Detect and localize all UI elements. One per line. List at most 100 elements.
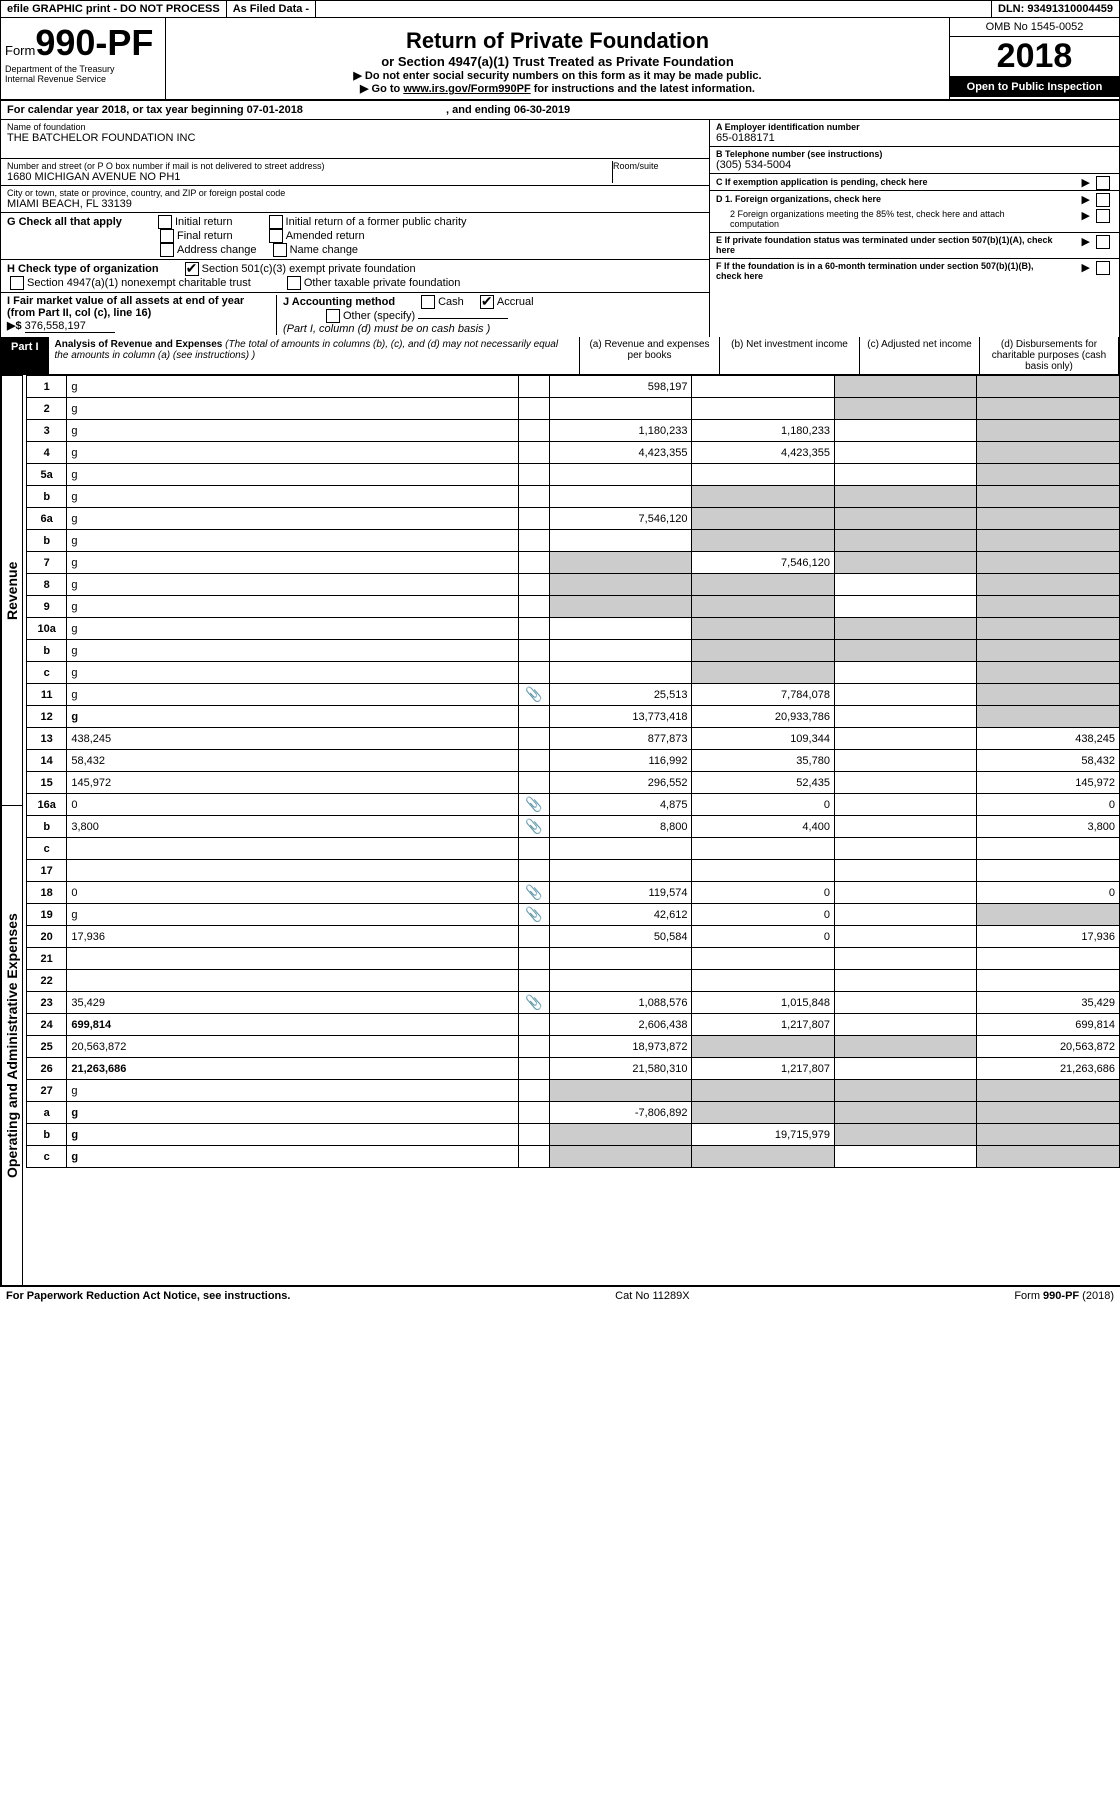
form-number: 990-PF <box>35 22 153 63</box>
form-header: Form990-PF Department of the Treasury In… <box>0 18 1120 101</box>
table-row: 7g7,546,120 <box>27 552 1120 574</box>
row-desc: g <box>67 662 518 684</box>
schedule-icon[interactable]: 📎 <box>525 884 542 900</box>
table-row: 17 <box>27 860 1120 882</box>
form-subtitle: or Section 4947(a)(1) Trust Treated as P… <box>170 54 945 69</box>
table-row: 16a0📎4,87500 <box>27 794 1120 816</box>
row-desc: g <box>67 442 518 464</box>
row-desc: g <box>67 640 518 662</box>
form-ref: Form 990-PF (2018) <box>1014 1290 1114 1302</box>
ein-label: A Employer identification number <box>716 122 1113 132</box>
table-row: 2017,93650,584017,936 <box>27 926 1120 948</box>
asfiled-text: As Filed Data - <box>227 1 316 17</box>
col-a-header: (a) Revenue and expenses per books <box>579 337 719 374</box>
irs-link[interactable]: www.irs.gov/Form990PF <box>403 83 530 95</box>
page-footer: For Paperwork Reduction Act Notice, see … <box>0 1285 1120 1305</box>
501c3-checkbox[interactable] <box>185 262 199 276</box>
table-row: 2g <box>27 398 1120 420</box>
table-row: b3,800📎8,8004,4003,800 <box>27 816 1120 838</box>
table-row: 6ag7,546,120 <box>27 508 1120 530</box>
initial-former-checkbox[interactable] <box>269 215 283 229</box>
form-word: Form <box>5 43 35 58</box>
row-desc: g <box>67 618 518 640</box>
col-d-header: (d) Disbursements for charitable purpose… <box>979 337 1119 374</box>
d2-checkbox[interactable] <box>1096 209 1110 223</box>
row-desc: g <box>67 420 518 442</box>
initial-return-checkbox[interactable] <box>158 215 172 229</box>
schedule-icon[interactable]: 📎 <box>525 906 542 922</box>
other-method-checkbox[interactable] <box>326 309 340 323</box>
table-row: 5ag <box>27 464 1120 486</box>
table-row: 10ag <box>27 618 1120 640</box>
table-row: c <box>27 838 1120 860</box>
part-label: Part I <box>1 337 49 374</box>
j-label: J Accounting method <box>283 296 395 308</box>
other-taxable-checkbox[interactable] <box>287 276 301 290</box>
row-desc: 0 <box>67 882 518 904</box>
efile-text: efile GRAPHIC print - DO NOT PROCESS <box>1 1 227 17</box>
cash-checkbox[interactable] <box>421 295 435 309</box>
efile-header: efile GRAPHIC print - DO NOT PROCESS As … <box>0 0 1120 18</box>
schedule-icon[interactable]: 📎 <box>525 796 542 812</box>
amended-checkbox[interactable] <box>269 229 283 243</box>
part-1-header: Part I Analysis of Revenue and Expenses … <box>0 337 1120 375</box>
row-desc: g <box>67 1146 518 1168</box>
table-row: 3g1,180,2331,180,233 <box>27 420 1120 442</box>
table-row: bg19,715,979 <box>27 1124 1120 1146</box>
c-checkbox[interactable] <box>1096 176 1110 190</box>
row-desc <box>67 970 518 992</box>
expenses-label: Operating and Administrative Expenses <box>1 805 23 1285</box>
row-desc: g <box>67 1124 518 1146</box>
irs-text: Internal Revenue Service <box>5 74 161 84</box>
row-desc: g <box>67 1102 518 1124</box>
cat-no: Cat No 11289X <box>615 1290 689 1302</box>
schedule-icon[interactable]: 📎 <box>525 818 542 834</box>
dept-text: Department of the Treasury <box>5 64 161 74</box>
d1-label: D 1. Foreign organizations, check here <box>716 194 881 204</box>
table-row: 11g📎25,5137,784,078 <box>27 684 1120 706</box>
accrual-checkbox[interactable] <box>480 295 494 309</box>
table-row: 22 <box>27 970 1120 992</box>
street-address: 1680 MICHIGAN AVENUE NO PH1 <box>7 171 612 183</box>
d1-checkbox[interactable] <box>1096 193 1110 207</box>
data-section: Revenue Operating and Administrative Exp… <box>0 375 1120 1285</box>
schedule-icon[interactable]: 📎 <box>525 686 542 702</box>
final-return-checkbox[interactable] <box>160 229 174 243</box>
form-title: Return of Private Foundation <box>170 28 945 54</box>
row-desc: g <box>67 1080 518 1102</box>
info-section: Name of foundation THE BATCHELOR FOUNDAT… <box>0 120 1120 337</box>
paperwork-notice: For Paperwork Reduction Act Notice, see … <box>6 1290 290 1302</box>
name-label: Name of foundation <box>7 122 703 132</box>
tel-value: (305) 534-5004 <box>716 159 1113 171</box>
room-label: Room/suite <box>613 161 703 183</box>
row-desc: 58,432 <box>67 750 518 772</box>
table-row: 4g4,423,3554,423,355 <box>27 442 1120 464</box>
row-desc: g <box>67 904 518 926</box>
table-row: 1g598,197 <box>27 376 1120 398</box>
row-desc: g <box>67 552 518 574</box>
schedule-icon[interactable]: 📎 <box>525 994 542 1010</box>
4947-checkbox[interactable] <box>10 276 24 290</box>
city-value: MIAMI BEACH, FL 33139 <box>7 198 703 210</box>
row-desc: g <box>67 596 518 618</box>
tax-year: 2018 <box>950 37 1119 77</box>
calendar-year-row: For calendar year 2018, or tax year begi… <box>0 101 1120 120</box>
table-row: 19g📎42,6120 <box>27 904 1120 926</box>
f-label: F If the foundation is in a 60-month ter… <box>716 261 1056 281</box>
table-row: 15145,972296,55252,435145,972 <box>27 772 1120 794</box>
row-desc: g <box>67 376 518 398</box>
address-change-checkbox[interactable] <box>160 243 174 257</box>
revenue-label: Revenue <box>1 375 23 805</box>
row-desc: 699,814 <box>67 1014 518 1036</box>
f-checkbox[interactable] <box>1096 261 1110 275</box>
e-checkbox[interactable] <box>1096 235 1110 249</box>
row-desc: g <box>67 684 518 706</box>
table-row: ag-7,806,892 <box>27 1102 1120 1124</box>
d2-label: 2 Foreign organizations meeting the 85% … <box>730 209 1040 229</box>
row-desc <box>67 948 518 970</box>
dln-text: DLN: 93491310004459 <box>992 1 1119 17</box>
row-desc: 145,972 <box>67 772 518 794</box>
name-change-checkbox[interactable] <box>273 243 287 257</box>
table-row: 180📎119,57400 <box>27 882 1120 904</box>
col-c-header: (c) Adjusted net income <box>859 337 979 374</box>
